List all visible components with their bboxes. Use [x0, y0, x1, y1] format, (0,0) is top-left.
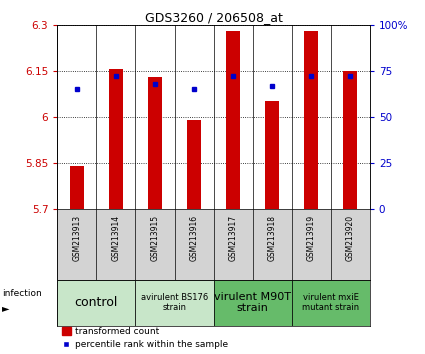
Title: GDS3260 / 206508_at: GDS3260 / 206508_at	[144, 11, 283, 24]
Text: GSM213917: GSM213917	[229, 215, 238, 261]
Text: GSM213913: GSM213913	[72, 215, 82, 261]
Bar	[109, 69, 123, 209]
Text: ►: ►	[2, 303, 10, 313]
Text: avirulent BS176
strain: avirulent BS176 strain	[141, 293, 208, 312]
Bar	[292, 280, 370, 326]
Text: GSM213919: GSM213919	[307, 215, 316, 261]
Bar	[226, 31, 240, 209]
Bar	[213, 280, 292, 326]
Bar	[136, 280, 213, 326]
Text: GSM213918: GSM213918	[268, 215, 277, 261]
Text: GSM213915: GSM213915	[150, 215, 159, 261]
Bar	[187, 120, 201, 209]
Bar	[343, 71, 357, 209]
Bar	[148, 77, 162, 209]
Text: GSM213914: GSM213914	[111, 215, 120, 261]
Text: control: control	[75, 296, 118, 309]
Text: GSM213916: GSM213916	[190, 215, 198, 261]
Bar	[57, 280, 136, 326]
Text: infection: infection	[2, 289, 42, 298]
Bar	[265, 102, 279, 209]
Bar	[304, 31, 318, 209]
Text: virulent M90T
strain: virulent M90T strain	[214, 292, 291, 314]
Legend: transformed count, percentile rank within the sample: transformed count, percentile rank withi…	[62, 327, 229, 349]
Text: GSM213920: GSM213920	[346, 215, 355, 261]
Bar	[70, 166, 84, 209]
Text: virulent mxiE
mutant strain: virulent mxiE mutant strain	[302, 293, 359, 312]
